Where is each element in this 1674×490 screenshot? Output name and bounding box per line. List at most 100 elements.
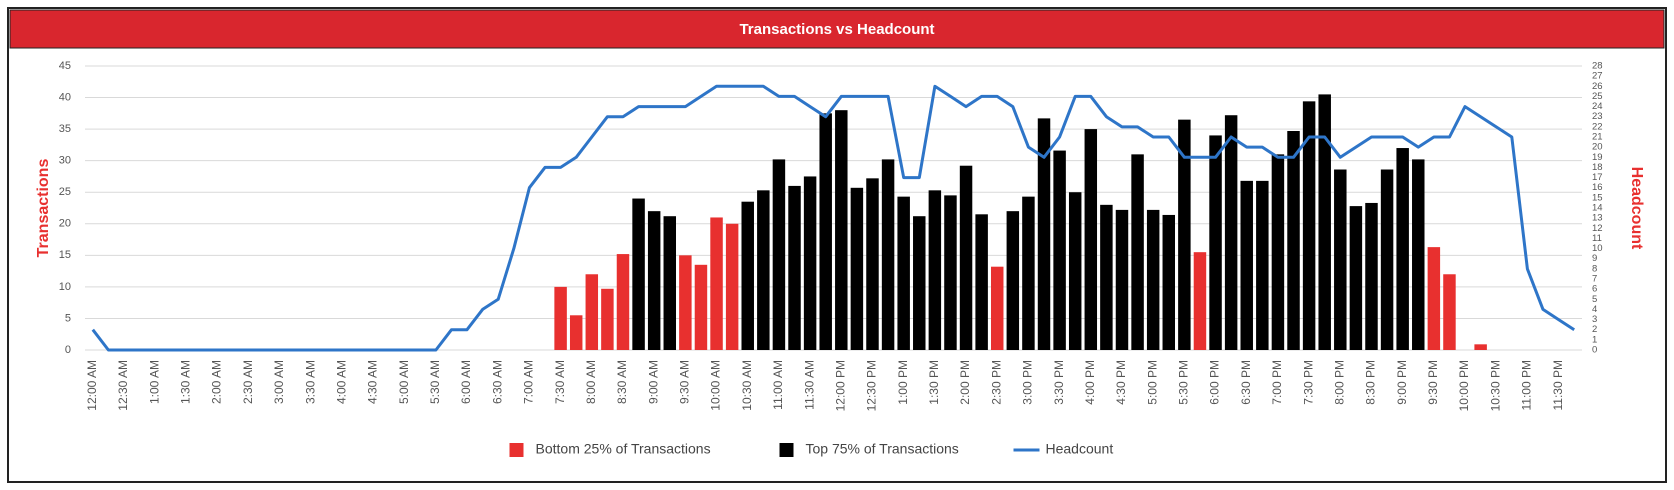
bar xyxy=(850,187,864,350)
x-tick-label: 3:00 PM xyxy=(1021,360,1035,405)
y2-tick-label: 21 xyxy=(1592,132,1603,143)
bar xyxy=(990,266,1004,350)
bar xyxy=(1349,206,1363,350)
y2-tick-label: 18 xyxy=(1592,162,1603,173)
x-tick-label: 3:00 AM xyxy=(272,360,286,404)
bar xyxy=(944,195,957,350)
bar xyxy=(1396,148,1409,350)
bar xyxy=(585,274,599,350)
bar xyxy=(1224,115,1238,350)
y2-tick-label: 17 xyxy=(1592,172,1603,183)
bar xyxy=(866,178,879,350)
x-tick-label: 12:00 PM xyxy=(833,360,847,411)
x-tick-label: 10:30 AM xyxy=(740,360,754,411)
y2-tick-label: 3 xyxy=(1592,314,1597,325)
x-tick-label: 11:30 AM xyxy=(802,360,816,410)
x-tick-label: 9:00 AM xyxy=(646,360,660,404)
x-tick-label: 2:00 AM xyxy=(210,360,224,404)
bar xyxy=(663,216,677,350)
line xyxy=(91,84,1576,352)
bar xyxy=(913,216,926,350)
bar xyxy=(741,201,754,350)
y-tick-label: 0 xyxy=(65,344,71,356)
x-tick-label: 8:00 PM xyxy=(1332,360,1346,405)
bar xyxy=(1412,159,1425,350)
y2-axis-title: Headcount xyxy=(1628,167,1645,250)
y2-tick-label: 2 xyxy=(1592,324,1597,335)
bar xyxy=(1240,180,1253,350)
bar xyxy=(569,315,583,350)
legend-label: Top 75% of Transactions xyxy=(806,441,959,457)
y2-tick-label: 14 xyxy=(1592,203,1603,214)
y2-tick-label: 16 xyxy=(1592,182,1603,193)
y-axis-title: Transactions xyxy=(35,159,52,258)
x-tick-label: 7:00 AM xyxy=(522,360,536,404)
legend-swatch xyxy=(779,443,794,457)
x-tick-label: 5:30 PM xyxy=(1177,360,1191,405)
bar xyxy=(1053,150,1066,350)
x-tick-label: 2:30 PM xyxy=(989,360,1003,405)
x-tick-label: 9:30 AM xyxy=(678,360,692,404)
x-tick-label: 6:00 PM xyxy=(1208,360,1222,405)
y2-tick-label: 26 xyxy=(1592,81,1603,92)
bar xyxy=(1302,101,1316,350)
bar xyxy=(1115,209,1129,350)
bar xyxy=(1443,274,1456,350)
bar xyxy=(788,185,801,350)
legend-swatch xyxy=(509,443,524,457)
x-tick-label: 5:30 AM xyxy=(428,360,442,404)
y2-tick-label: 1 xyxy=(1592,334,1597,345)
y2-tick-label: 0 xyxy=(1592,345,1597,356)
bar xyxy=(1006,211,1020,350)
x-tick-label: 10:00 PM xyxy=(1457,360,1471,411)
y2-tick-label: 5 xyxy=(1592,294,1597,305)
x-tick-label: 5:00 PM xyxy=(1145,360,1159,405)
y2-tick-label: 23 xyxy=(1592,111,1603,122)
y2-tick-label: 6 xyxy=(1592,284,1597,295)
bar xyxy=(1287,131,1300,350)
bar xyxy=(679,255,692,350)
x-tick-label: 9:00 PM xyxy=(1395,360,1409,405)
y2-tick-label: 10 xyxy=(1592,243,1603,254)
y2-tick-label: 24 xyxy=(1592,101,1603,112)
y-tick-label: 15 xyxy=(59,249,71,261)
y2-tick-label: 22 xyxy=(1592,121,1603,132)
x-tick-label: 8:30 AM xyxy=(615,360,629,404)
x-tick-label: 9:30 PM xyxy=(1426,360,1440,405)
y-tick-label: 30 xyxy=(59,155,71,167)
bar xyxy=(803,176,817,350)
y2-tick-label: 9 xyxy=(1592,253,1597,264)
x-tick-label: 12:30 PM xyxy=(865,360,879,411)
bar xyxy=(647,211,661,350)
x-tick-label: 3:30 AM xyxy=(303,360,317,404)
bar xyxy=(1162,214,1176,350)
x-tick-label: 11:00 PM xyxy=(1520,360,1534,410)
x-tick-label: 4:00 PM xyxy=(1083,360,1097,405)
x-tick-label: 1:30 PM xyxy=(927,360,941,405)
bar xyxy=(819,113,832,350)
bar xyxy=(1271,154,1285,350)
x-tick-label: 1:00 AM xyxy=(147,360,161,404)
bar xyxy=(928,190,942,350)
x-tick-label: 12:30 AM xyxy=(116,360,130,411)
bar xyxy=(632,198,645,350)
y-tick-label: 45 xyxy=(59,60,71,72)
bar xyxy=(975,214,988,350)
y2-tick-label: 20 xyxy=(1592,142,1603,153)
bar xyxy=(725,223,739,350)
bar xyxy=(601,288,614,350)
bar xyxy=(1427,247,1441,350)
bar xyxy=(897,196,910,350)
y2-tick-label: 27 xyxy=(1592,71,1603,82)
bar xyxy=(1474,344,1487,350)
y2-tick-label: 19 xyxy=(1592,152,1603,163)
x-tick-label: 7:30 AM xyxy=(553,360,567,404)
y-tick-label: 35 xyxy=(59,123,71,135)
chart-title: Transactions vs Headcount xyxy=(739,21,934,38)
bar xyxy=(1365,202,1378,350)
bar xyxy=(772,159,786,350)
bar xyxy=(1037,118,1051,350)
x-tick-label: 4:30 AM xyxy=(366,360,380,404)
y2-tick-label: 4 xyxy=(1592,304,1597,315)
